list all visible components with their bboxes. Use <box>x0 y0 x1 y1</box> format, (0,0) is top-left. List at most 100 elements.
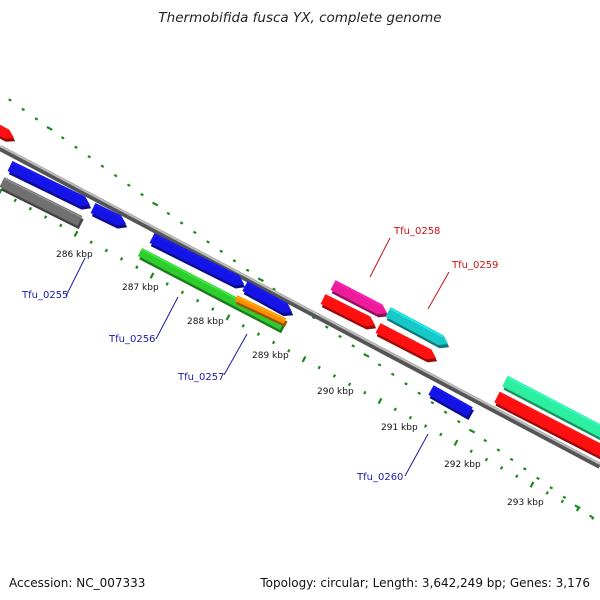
gene-arrow[interactable] <box>502 375 600 438</box>
outer-ring-dot <box>549 486 554 490</box>
gene-arrow[interactable] <box>242 281 292 313</box>
outer-ring-dot <box>257 277 264 283</box>
inner-ring-dot <box>408 415 413 420</box>
gene-label-tfu-0256[interactable]: Tfu_0256 <box>108 334 155 345</box>
gene-arrow-highlight <box>0 125 9 132</box>
gene-arrow[interactable] <box>375 323 436 360</box>
outer-ring-dot <box>509 457 514 462</box>
inner-ring-dot <box>89 240 93 245</box>
gene-arrow-highlight <box>334 280 383 307</box>
gene-label-tfu-0255[interactable]: Tfu_0255 <box>21 290 68 301</box>
gene-arrow[interactable] <box>149 233 244 286</box>
outer-ring-dot <box>390 372 395 377</box>
gene-arrow-highlight <box>324 294 370 319</box>
inner-ring-dot <box>165 282 169 286</box>
inner-ring-dot <box>515 474 519 479</box>
inner-ring-dot <box>211 307 215 311</box>
gene-arrow[interactable] <box>0 177 83 226</box>
inner-ring-dot <box>301 356 307 363</box>
outer-ring-dot <box>574 504 581 510</box>
inner-ring-dot <box>439 432 443 437</box>
outer-ring-dot <box>536 476 540 481</box>
gene-arrow[interactable] <box>7 161 90 207</box>
gene-arrow[interactable] <box>494 391 600 457</box>
outer-ring-dot <box>8 98 12 102</box>
gene-arrow-highlight <box>236 295 286 321</box>
outer-ring-dot <box>404 382 408 386</box>
inner-ring-dot <box>180 290 185 295</box>
outer-ring-dot <box>338 334 342 339</box>
outer-ring-dot <box>126 183 131 187</box>
scale-label: 288 kbp <box>187 317 224 327</box>
outer-ring-dot <box>34 117 39 121</box>
gene-arrow[interactable] <box>320 294 375 327</box>
inner-ring-dot <box>43 215 48 219</box>
inner-ring-dot <box>529 481 535 488</box>
inner-ring-dot <box>149 272 155 279</box>
gene-arrow-highlight <box>94 203 121 218</box>
gene-arrow-highlight <box>506 376 600 427</box>
outer-ring-dot <box>232 259 237 263</box>
inner-ring-dot <box>225 314 231 321</box>
gene-arrow-highlight <box>11 161 85 199</box>
inner-ring-dot <box>271 340 276 345</box>
outer-ring-dot <box>179 221 184 225</box>
inner-ring-dot <box>575 507 580 512</box>
outer-ring-dot <box>21 107 26 112</box>
gene-arrow[interactable] <box>137 248 285 330</box>
gene-arrow-highlight <box>389 307 444 338</box>
outer-ring-dot <box>417 391 422 395</box>
scale-label: 286 kbp <box>56 250 93 260</box>
outer-ring-dot <box>324 325 329 329</box>
outer-ring-dot <box>522 467 527 471</box>
outer-ring-dot <box>152 201 159 207</box>
gene-arrow[interactable] <box>330 280 387 315</box>
gene-labels: Tfu_0255 Tfu_0256 Tfu_0257 Tfu_0258 Tfu_0259… <box>21 226 498 483</box>
outer-ring-dot <box>363 353 370 358</box>
accession-text: Accession: NC_007333 <box>9 576 146 590</box>
genome-summary-text: Topology: circular; Length: 3,642,249 bp… <box>260 576 590 590</box>
gene-label-tfu-0258[interactable]: Tfu_0258 <box>393 226 440 237</box>
outer-ring-dot <box>588 514 593 518</box>
map-title: Thermobifida fusca YX, complete genome <box>158 10 442 26</box>
outer-guide-ring <box>8 98 593 518</box>
outer-ring-dot <box>496 448 501 452</box>
outer-ring-dot <box>140 192 144 197</box>
inner-ring-dot <box>135 265 139 270</box>
outer-ring-dot <box>443 410 448 414</box>
inner-ring-dot <box>317 365 321 370</box>
genome-backbone <box>0 145 600 469</box>
gene-leader-line <box>404 433 429 477</box>
outer-ring-dot <box>562 495 567 499</box>
gene-arrow-highlight <box>3 177 83 219</box>
outer-ring-dot <box>192 230 197 235</box>
gene-leader-line <box>65 257 86 297</box>
outer-ring-dot <box>74 145 78 149</box>
outer-ring-dot <box>272 287 276 291</box>
outer-ring-dot <box>60 136 65 140</box>
gene-arrow[interactable] <box>90 203 126 226</box>
gene-label-tfu-0260[interactable]: Tfu_0260 <box>356 472 403 483</box>
gene-label-tfu-0259[interactable]: Tfu_0259 <box>451 260 498 271</box>
gene-arrow[interactable] <box>385 307 448 346</box>
gene-arrow[interactable] <box>428 385 473 417</box>
outer-ring-dot <box>483 438 488 443</box>
inner-scale-ring <box>0 188 595 520</box>
scale-label: 293 kbp <box>507 498 544 508</box>
outer-ring-dot <box>351 344 356 348</box>
inner-ring-dot <box>377 397 383 405</box>
scale-labels: 286 kbp 287 kbp 288 kbp 289 kbp 290 kbp 291 k… <box>56 250 544 508</box>
scale-label: 292 kbp <box>444 460 481 470</box>
gene-label-tfu-0257[interactable]: Tfu_0257 <box>177 372 224 383</box>
gene-arrow-highlight <box>379 323 432 352</box>
outer-ring-dot <box>166 211 171 216</box>
inner-ring-dot <box>560 499 565 504</box>
gene-leader-line <box>427 271 450 310</box>
outer-ring-dot <box>113 174 118 178</box>
inner-ring-dot <box>73 230 79 237</box>
gene-leader-line <box>369 237 391 278</box>
inner-ring-dot <box>332 374 337 378</box>
outer-ring-dot <box>468 428 476 434</box>
gene-arrow-highlight <box>498 392 600 446</box>
